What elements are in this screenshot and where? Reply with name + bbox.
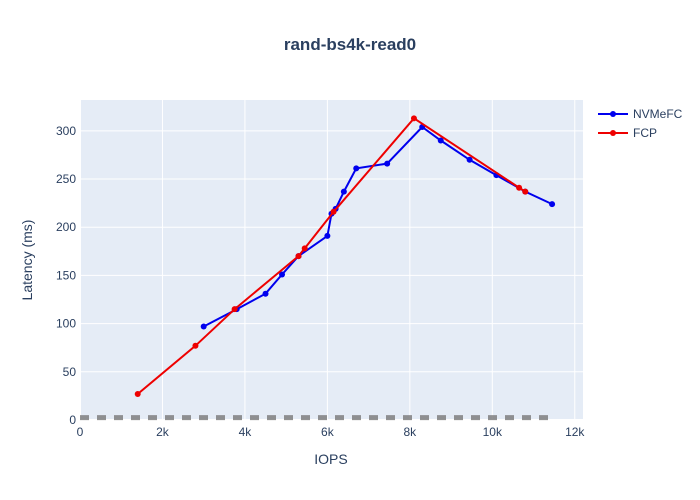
x-tick-label: 4k (239, 425, 253, 439)
plot-area (79, 100, 583, 421)
data-point (192, 342, 199, 349)
data-point (330, 208, 337, 215)
y-tick-label: 200 (56, 220, 76, 234)
x-axis: 0 2k 4k 6k 8k 10k 12k (77, 425, 586, 439)
y-tick-label: 0 (69, 413, 76, 427)
legend: NVMeFC FCP (598, 107, 683, 140)
series-layer (80, 115, 556, 421)
legend-label: FCP (633, 126, 657, 140)
data-point (324, 232, 331, 239)
data-point (353, 165, 360, 172)
legend-item-nvmefc[interactable]: NVMeFC (598, 107, 683, 121)
data-point (466, 156, 473, 163)
data-point (437, 137, 444, 144)
y-tick-label: 50 (63, 365, 77, 379)
plot-background (80, 100, 583, 420)
data-point (384, 160, 391, 167)
data-point (231, 306, 238, 313)
data-point (516, 184, 523, 191)
data-point (340, 188, 347, 195)
data-point (262, 290, 269, 297)
x-tick-label: 2k (156, 425, 170, 439)
legend-item-fcp[interactable]: FCP (598, 126, 657, 140)
y-tick-label: 150 (56, 268, 76, 282)
data-point (301, 245, 308, 252)
legend-marker (610, 130, 616, 136)
x-tick-label: 0 (77, 425, 84, 439)
chart-title: rand-bs4k-read0 (284, 35, 416, 54)
x-tick-label: 12k (565, 425, 585, 439)
series-fcp (134, 115, 529, 397)
data-point (522, 188, 529, 195)
y-tick-label: 300 (56, 124, 76, 138)
data-point (410, 115, 417, 122)
y-tick-label: 100 (56, 317, 76, 331)
data-point (200, 323, 207, 330)
y-axis: 0 50 100 150 200 250 300 (56, 124, 76, 427)
x-tick-label: 10k (483, 425, 503, 439)
x-axis-title: IOPS (314, 451, 347, 467)
legend-label: NVMeFC (633, 107, 683, 121)
x-tick-label: 6k (321, 425, 335, 439)
x-tick-label: 8k (403, 425, 417, 439)
data-point (279, 271, 286, 278)
y-tick-label: 250 (56, 172, 76, 186)
data-point (549, 201, 556, 208)
data-point (295, 253, 302, 260)
data-point (134, 390, 141, 397)
y-axis-title: Latency (ms) (19, 220, 35, 301)
legend-marker (610, 111, 616, 117)
